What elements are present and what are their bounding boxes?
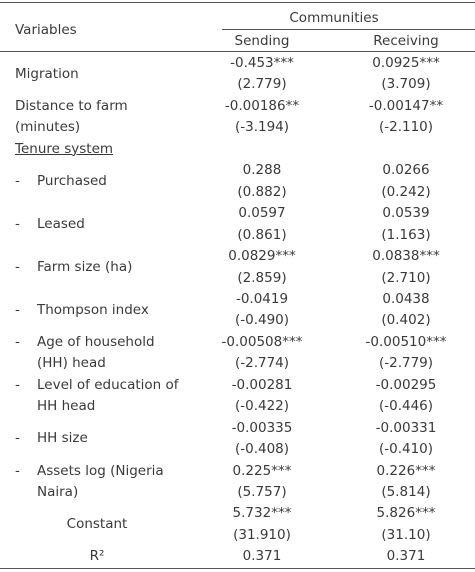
- variable-label: Purchased: [37, 172, 107, 189]
- variable-label: Age of household: [37, 333, 155, 350]
- t-statistic: (1.163): [381, 226, 431, 243]
- t-statistic: (0.882): [237, 183, 287, 200]
- coefficient: 0.371: [386, 548, 426, 565]
- group-rule: [222, 29, 475, 30]
- t-statistic: (-0.410): [378, 441, 434, 458]
- bottom-rule: [0, 568, 475, 569]
- t-statistic: (0.402): [381, 312, 431, 329]
- coefficient: -0.00281: [231, 376, 293, 393]
- coefficient: -0.00295: [375, 376, 437, 393]
- coefficient: 5.732***: [232, 505, 292, 522]
- coefficient: 5.826***: [376, 505, 436, 522]
- t-statistic: (31.910): [233, 526, 291, 543]
- section-label: Tenure system: [15, 140, 114, 157]
- coefficient: 0.0438: [382, 290, 430, 307]
- variable-label: HH size: [37, 430, 88, 447]
- coefficient: 0.0539: [382, 205, 430, 222]
- list-marker: -: [15, 376, 20, 393]
- list-marker: -: [15, 333, 20, 350]
- coefficient: 0.371: [242, 548, 282, 565]
- list-marker: -: [15, 215, 20, 232]
- t-statistic: (-2.774): [234, 355, 290, 372]
- t-statistic: (31.10): [381, 526, 431, 543]
- top-rule: [0, 2, 475, 3]
- coefficient: 0.225***: [232, 462, 292, 479]
- list-marker: -: [15, 430, 20, 447]
- t-statistic: (0.861): [237, 226, 287, 243]
- coefficient: -0.00335: [231, 419, 293, 436]
- coefficient: 0.0925***: [372, 55, 440, 71]
- coefficient: -0.00186**: [224, 97, 300, 114]
- list-marker: -: [15, 258, 20, 275]
- variable-label: Level of education of: [37, 376, 179, 393]
- coefficient: -0.00331: [375, 419, 437, 436]
- list-marker: -: [15, 301, 20, 318]
- coefficient: -0.00147**: [368, 97, 444, 114]
- t-statistic: (-2.110): [378, 119, 434, 136]
- variable-label: Leased: [37, 215, 85, 232]
- t-statistic: (-0.490): [234, 312, 290, 329]
- t-statistic: (2.859): [237, 269, 287, 286]
- variable-label: Distance to farm: [15, 97, 128, 114]
- variable-label: Farm size (ha): [37, 258, 133, 275]
- coefficient: 0.288: [242, 162, 282, 179]
- t-statistic: (-0.422): [234, 398, 290, 415]
- coefficient: 0.226***: [376, 462, 436, 479]
- column-header: Sending: [234, 33, 290, 49]
- coefficient: -0.00510***: [365, 333, 447, 350]
- variable-label: Naira): [37, 484, 79, 500]
- variable-label: Migration: [15, 65, 79, 82]
- t-statistic: (3.709): [381, 76, 431, 93]
- t-statistic: (2.779): [237, 76, 287, 93]
- t-statistic: (5.757): [237, 484, 287, 500]
- variable-label: Thompson index: [37, 301, 149, 318]
- group-header: Communities: [289, 10, 379, 26]
- t-statistic: (-0.446): [378, 398, 434, 415]
- column-header: Receiving: [373, 33, 439, 49]
- t-statistic: (2.710): [381, 269, 431, 286]
- list-marker: -: [15, 462, 20, 479]
- variable-label: R²: [89, 548, 105, 565]
- variable-label: (minutes): [15, 119, 81, 136]
- coefficient: 0.0838***: [372, 248, 440, 265]
- variables-header: Variables: [15, 22, 77, 38]
- coefficient: -0.0419: [235, 290, 289, 307]
- coefficient: -0.00508***: [221, 333, 303, 350]
- header-rule: [0, 51, 475, 52]
- t-statistic: (-3.194): [234, 119, 290, 136]
- t-statistic: (0.242): [381, 183, 431, 200]
- coefficient: 0.0597: [238, 205, 286, 222]
- coefficient: 0.0266: [382, 162, 430, 179]
- list-marker: -: [15, 172, 20, 189]
- variable-label: (HH) head: [37, 355, 106, 372]
- variable-label: Constant: [66, 516, 128, 533]
- variable-label: HH head: [37, 398, 96, 415]
- t-statistic: (-0.408): [234, 441, 290, 458]
- coefficient: -0.453***: [230, 55, 294, 71]
- variable-label: Assets log (Nigeria: [37, 462, 164, 479]
- t-statistic: (-2.779): [378, 355, 434, 372]
- coefficient: 0.0829***: [228, 248, 296, 265]
- t-statistic: (5.814): [381, 484, 431, 500]
